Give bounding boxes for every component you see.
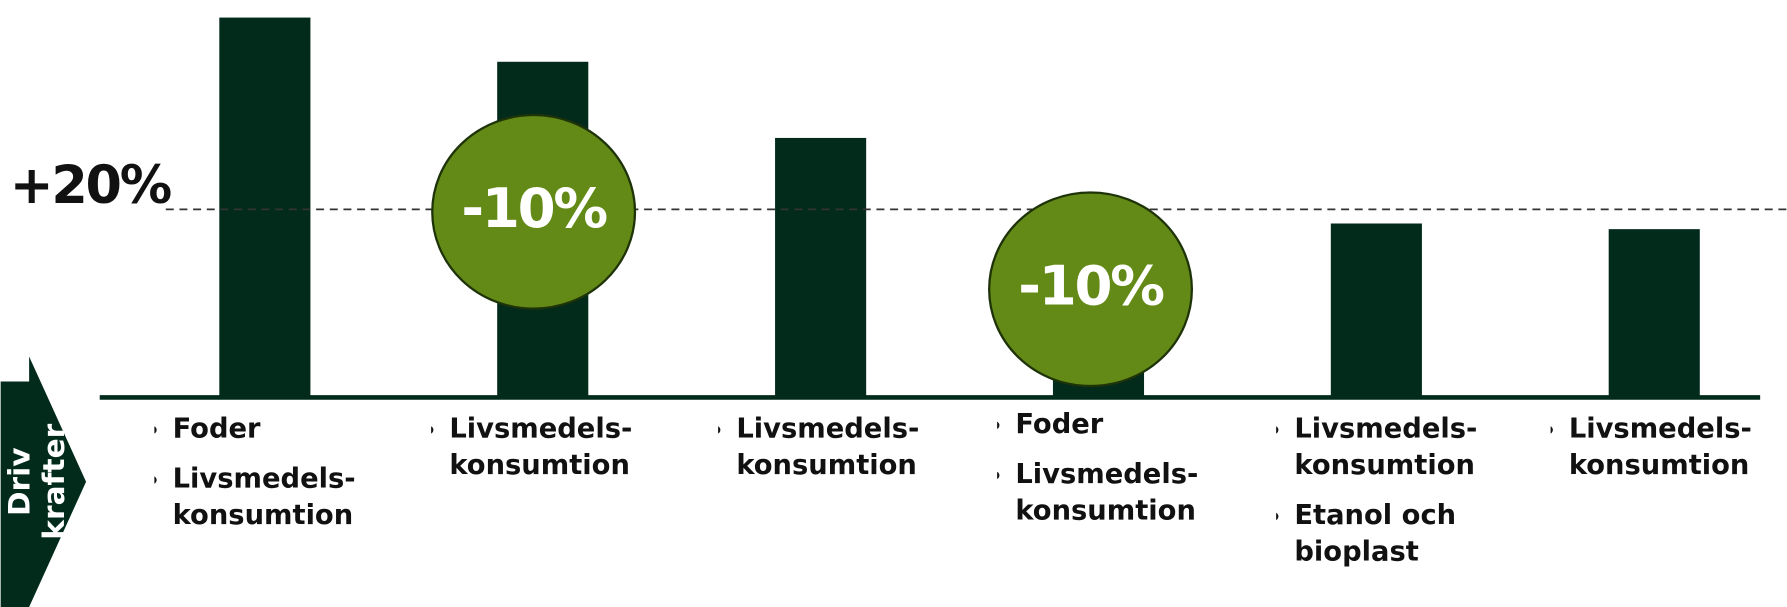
category-bullets: Foder Livsmedels-konsumtion [154,410,382,533]
reference-label: +20% [10,155,171,216]
bar [1608,229,1700,398]
category-bullets: Livsmedels-konsumtion [431,410,659,483]
side-arrow [0,356,87,607]
bullet-item: Foder [1015,405,1225,441]
annotation-bubble [988,191,1194,388]
category-label: Livsmedels-konsumtion Etanol och bioplast [1276,410,1504,604]
annotation-bubble [431,113,637,310]
category-label: Livsmedels-konsumtion [431,410,659,604]
category-bullets: Livsmedels-konsumtion [718,410,946,483]
bullet-item: Livsmedels-konsumtion [1294,410,1504,483]
bar [219,17,311,398]
side-label-line: krafter [37,423,71,539]
category-bullets: Livsmedels-konsumtion [1551,410,1779,483]
bullet-item: Livsmedels-konsumtion [1015,456,1225,529]
bullet-item: Livsmedels-konsumtion [449,410,659,483]
bullet-list: Livsmedels-konsumtion [431,410,659,483]
category-label: Livsmedels-konsumtion [718,410,946,604]
bullet-item: Etanol och bioplast [1294,497,1504,570]
side-label-line: Driv [3,447,37,516]
annotation-text: -10% [1018,253,1164,317]
bullet-list: Livsmedels-konsumtion [718,410,946,483]
bar [1330,223,1422,398]
bullet-list: Foder Livsmedels-konsumtion [154,410,382,533]
bar [775,137,867,398]
category-label: Foder Livsmedels-konsumtion [997,405,1225,599]
bullet-list: Foder Livsmedels-konsumtion [997,405,1225,528]
category-bullets: Livsmedels-konsumtion Etanol och bioplast [1276,410,1504,569]
category-bullets: Foder Livsmedels-konsumtion [997,405,1225,528]
category-label: Livsmedels-konsumtion [1551,410,1779,604]
bullet-item: Livsmedels-konsumtion [1569,410,1779,483]
bullet-item: Livsmedels-konsumtion [173,460,383,533]
annotation-text: -10% [461,176,607,240]
side-label: Driv krafter [3,423,71,539]
bullet-item: Livsmedels-konsumtion [736,410,946,483]
category-label: Foder Livsmedels-konsumtion [154,410,382,604]
bullet-item: Foder [173,410,383,446]
bullet-list: Livsmedels-konsumtion Etanol och bioplast [1276,410,1504,569]
bullet-list: Livsmedels-konsumtion [1551,410,1779,483]
